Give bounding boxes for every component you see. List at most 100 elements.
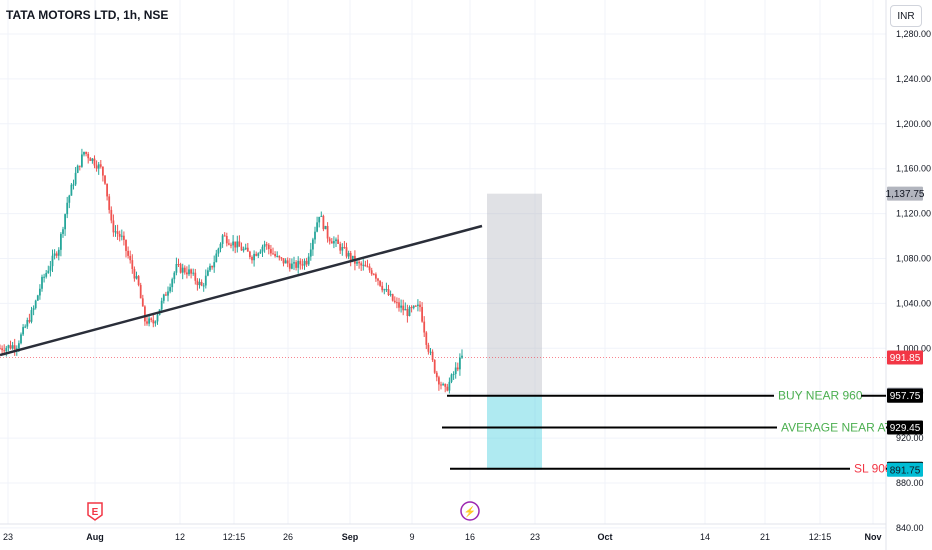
candle-body	[160, 300, 163, 310]
time-axis-label: 12	[175, 532, 185, 542]
candle-body	[299, 260, 302, 265]
candle-body	[326, 225, 329, 239]
candle-body	[366, 266, 369, 268]
candle-body	[85, 151, 87, 154]
candle-body	[375, 274, 377, 279]
candle-body	[351, 255, 354, 261]
dividend-marker-icon[interactable]: ⚡	[460, 501, 480, 521]
candle-body	[156, 315, 159, 322]
candle-body	[135, 276, 138, 279]
price-tag: 891.75	[890, 465, 921, 476]
candle-body	[129, 255, 132, 261]
candle-body	[202, 285, 205, 287]
candle-body	[116, 231, 119, 234]
candle-body	[387, 289, 390, 295]
candle-body	[391, 294, 394, 301]
candle-body	[141, 298, 144, 307]
candle-body	[263, 244, 266, 247]
price-axis-label: 1,120.00	[896, 209, 931, 219]
candle-body	[459, 357, 461, 370]
candle-body	[450, 374, 453, 382]
candle-body	[57, 249, 60, 256]
candle-body	[303, 260, 306, 266]
candle-body	[335, 239, 337, 242]
currency-button[interactable]: INR	[890, 5, 922, 27]
candle-body	[167, 291, 169, 296]
candle-body	[223, 235, 226, 237]
candle-body	[372, 274, 375, 276]
candle-body	[251, 257, 253, 261]
time-axis-label: Aug	[86, 532, 104, 542]
candle-body	[230, 244, 232, 246]
price-axis-label: 880.00	[896, 478, 924, 488]
candle-body	[448, 381, 451, 391]
candle-body	[114, 231, 117, 233]
candle-body	[24, 326, 27, 328]
earnings-marker-icon[interactable]: E	[87, 502, 103, 521]
candle-body	[152, 319, 155, 324]
candle-body	[72, 184, 75, 186]
candle-body	[120, 235, 123, 237]
candle-body	[429, 351, 432, 353]
candle-body	[102, 166, 104, 176]
candle-body	[68, 195, 71, 203]
price-axis-label: 1,040.00	[896, 298, 931, 308]
marker-label: ⚡	[464, 505, 476, 518]
candle-body	[362, 264, 365, 266]
candle-body	[173, 272, 176, 280]
candle-body	[22, 327, 24, 335]
candle-body	[154, 321, 157, 324]
candle-body	[389, 294, 392, 296]
candle-body	[286, 260, 289, 264]
candle-body	[305, 260, 308, 265]
trendline[interactable]	[0, 224, 483, 357]
candle-body	[213, 262, 216, 268]
candle-body	[60, 233, 62, 250]
candle-body	[53, 253, 56, 256]
candle-body	[55, 253, 58, 256]
price-tag-bg	[887, 350, 923, 365]
candle-body	[207, 270, 209, 276]
level-label: BUY NEAR 960	[778, 389, 863, 403]
candle-body	[49, 266, 52, 271]
candle-body	[444, 383, 447, 387]
symbol-title[interactable]: TATA MOTORS LTD, 1h, NSE	[6, 8, 169, 22]
candle-body	[370, 270, 373, 275]
candle-body	[417, 304, 419, 306]
price-tag: 957.75	[890, 391, 921, 402]
candle-body	[125, 239, 127, 251]
candle-body	[123, 235, 125, 240]
candle-body	[91, 158, 94, 162]
candle-body	[249, 251, 251, 258]
candle-body	[328, 238, 331, 242]
candle-body	[175, 264, 178, 273]
candle-body	[297, 260, 300, 268]
candle-body	[181, 267, 184, 273]
time-axis-label: 16	[465, 532, 475, 542]
candle-body	[316, 222, 318, 232]
candle-body	[81, 154, 83, 167]
candle-body	[225, 236, 228, 244]
candle-body	[137, 276, 140, 285]
candle-body	[209, 265, 211, 271]
candle-body	[18, 343, 20, 349]
candle-body	[425, 332, 428, 345]
candle-body	[186, 272, 188, 275]
candle-body	[318, 216, 321, 223]
candle-body	[410, 307, 413, 309]
candle-body	[106, 183, 108, 197]
candle-body	[240, 246, 243, 251]
candle-body	[196, 280, 199, 286]
price-axis-label: 1,200.00	[896, 119, 931, 129]
candle-body	[133, 268, 136, 279]
candle-body	[456, 367, 459, 370]
marker-label: E	[92, 507, 99, 518]
candle-body	[379, 280, 381, 286]
candle-body	[423, 321, 426, 333]
candle-body	[330, 241, 333, 244]
candle-body	[446, 386, 449, 391]
price-tag-bg	[887, 462, 923, 477]
candle-body	[144, 306, 146, 322]
price-axis-label: 1,160.00	[896, 164, 931, 174]
